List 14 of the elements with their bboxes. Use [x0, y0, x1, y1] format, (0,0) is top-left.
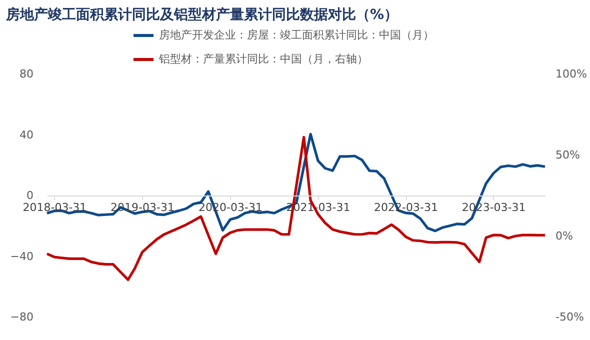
x-tick-label: 2019-03-31: [110, 201, 174, 214]
y2-tick-label: 100%: [556, 68, 587, 80]
y-tick-label: −80: [10, 310, 34, 324]
y2-tick-label: 50%: [556, 148, 580, 162]
y2-tick-label: 0%: [556, 230, 573, 242]
y-tick-label: −40: [10, 250, 34, 263]
legend-label: 铝型材：产量累计同比：中国（月，右轴）: [158, 52, 368, 66]
x-tick-label: 2018-03-31: [22, 201, 87, 214]
chart-title: 房地产竣工面积累计同比及铝型材产量累计同比数据对比（%）: [6, 6, 398, 24]
y-tick-label: 40: [20, 128, 34, 142]
legend-label: 房地产开发企业：房屋：竣工面积累计同比：中国（月）: [159, 28, 434, 42]
y2-tick-label: -50%: [556, 310, 584, 324]
y-tick-label: 0: [26, 189, 34, 202]
y-tick-label: 80: [20, 68, 34, 80]
